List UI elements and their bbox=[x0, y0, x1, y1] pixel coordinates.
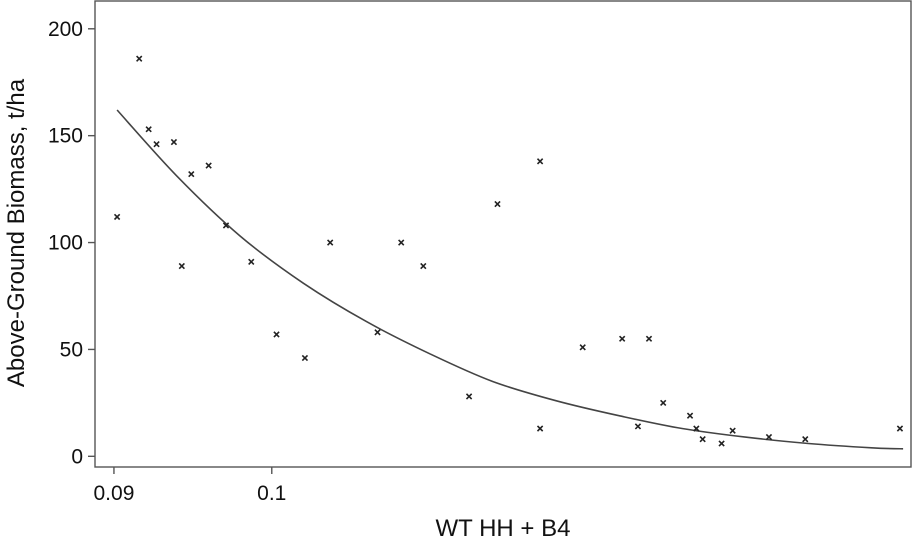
y-tick-label: 50 bbox=[60, 338, 83, 361]
y-tick-label: 100 bbox=[48, 232, 83, 255]
data-point-17 bbox=[494, 200, 501, 208]
data-point-28 bbox=[718, 440, 725, 447]
data-point-32 bbox=[896, 425, 904, 432]
data-point-4 bbox=[170, 138, 178, 146]
fit-curve bbox=[116, 109, 904, 450]
data-point-21 bbox=[618, 335, 626, 342]
data-point-9 bbox=[248, 258, 255, 265]
data-points bbox=[113, 55, 904, 447]
x-axis: 0.09 0.1 bbox=[94, 467, 286, 505]
data-point-24 bbox=[660, 399, 667, 407]
plot-frame bbox=[94, 0, 912, 468]
x-axis-label: WT HH + B4 bbox=[436, 515, 571, 542]
data-point-29 bbox=[729, 427, 736, 434]
y-tick-label: 150 bbox=[48, 125, 83, 148]
data-point-31 bbox=[802, 436, 809, 443]
data-point-1 bbox=[136, 55, 143, 62]
data-point-25 bbox=[686, 412, 694, 419]
data-point-12 bbox=[327, 239, 334, 246]
x-tick-label: 0.09 bbox=[94, 482, 135, 505]
data-point-14 bbox=[398, 239, 405, 246]
y-tick-label: 200 bbox=[48, 18, 83, 41]
data-point-13 bbox=[374, 329, 381, 336]
data-point-8 bbox=[222, 222, 230, 229]
data-point-18 bbox=[536, 158, 544, 165]
y-tick-label: 0 bbox=[71, 445, 83, 468]
y-axis: 0 50 100 150 200 bbox=[48, 18, 95, 468]
x-tick-label: 0.1 bbox=[257, 482, 286, 505]
data-point-6 bbox=[188, 170, 195, 178]
data-point-16 bbox=[465, 393, 473, 400]
data-point-2 bbox=[145, 126, 152, 133]
data-point-10 bbox=[273, 331, 280, 338]
data-point-30 bbox=[765, 433, 773, 441]
data-point-3 bbox=[153, 141, 160, 148]
data-point-0 bbox=[113, 213, 121, 221]
data-point-19 bbox=[536, 425, 544, 432]
data-point-26 bbox=[693, 425, 700, 432]
data-point-5 bbox=[178, 262, 185, 270]
data-point-27 bbox=[699, 436, 706, 443]
data-point-7 bbox=[205, 162, 212, 169]
data-point-20 bbox=[579, 344, 586, 351]
data-point-15 bbox=[420, 262, 427, 270]
y-axis-label: Above-Ground Biomass, t/ha bbox=[3, 78, 30, 387]
data-point-23 bbox=[645, 335, 653, 342]
data-point-11 bbox=[301, 354, 309, 362]
data-point-22 bbox=[634, 423, 642, 430]
